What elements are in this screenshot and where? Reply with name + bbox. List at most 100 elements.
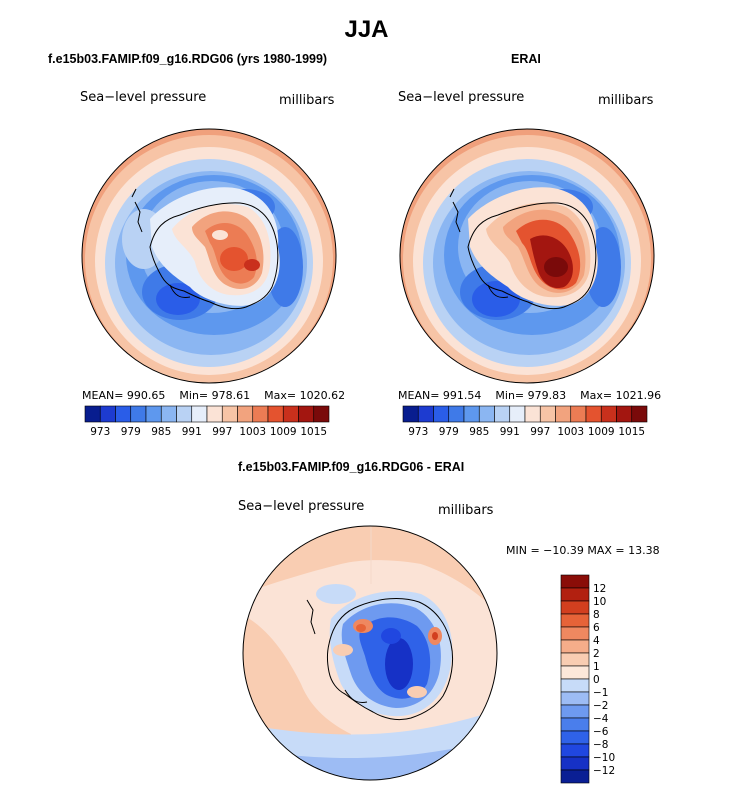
colorbar-tick-label: −1 [593, 687, 608, 699]
colorbar-swatch [600, 405, 617, 423]
colorbar-tick-label: 4 [593, 635, 600, 647]
colorbar-swatch [560, 704, 590, 719]
colorbar-tick-label: 2 [593, 648, 600, 660]
panel-1-mean: MEAN= 990.65 [82, 389, 166, 402]
colorbar-swatch [585, 405, 602, 423]
panel-1-units: millibars [279, 93, 335, 108]
colorbar-swatch [560, 717, 590, 732]
colorbar-swatch [560, 600, 590, 615]
colorbar-tick-label: 12 [593, 583, 606, 595]
colorbar-swatch [509, 405, 526, 423]
colorbar-tick-label: 985 [151, 426, 171, 438]
colorbar-swatch [237, 405, 254, 423]
colorbar-tick-label: 973 [408, 426, 428, 438]
colorbar-tick-label: −10 [593, 752, 615, 764]
colorbar-tick-label: −8 [593, 739, 608, 751]
colorbar-tick-label: 991 [182, 426, 202, 438]
panel-2-max: Max= 1021.96 [580, 389, 662, 402]
colorbar-tick-label: 991 [500, 426, 520, 438]
colorbar-swatch [130, 405, 147, 423]
colorbar-swatch [631, 405, 648, 423]
panel-1-min: Min= 978.61 [179, 389, 251, 402]
colorbar-swatch [560, 769, 590, 784]
colorbar-tick-label: −6 [593, 726, 609, 738]
colorbar-tick-label: −2 [593, 700, 608, 712]
colorbar-swatch [115, 405, 132, 423]
panel-2-min: Min= 979.83 [495, 389, 567, 402]
panel-3-title: f.e15b03.FAMIP.f09_g16.RDG06 - ERAI [238, 460, 465, 474]
panel-1-polar-map [81, 128, 337, 384]
colorbar-swatch [99, 405, 116, 423]
colorbar-swatch [560, 665, 590, 680]
colorbar-tick-label: 1003 [557, 426, 584, 438]
panel-2-colorbar: 973 979 985 991 997 1003 1009 1015 [402, 405, 648, 438]
colorbar-swatch [402, 405, 419, 423]
panel-2-polar-map [399, 128, 655, 384]
colorbar-swatch [313, 405, 330, 423]
panel-2-title: ERAI [511, 52, 541, 66]
colorbar-swatch [267, 405, 284, 423]
colorbar-swatch [160, 405, 177, 423]
panel-3-minmax: MIN = −10.39 MAX = 13.38 [506, 544, 660, 557]
colorbar-swatch [560, 639, 590, 654]
panel-3-variable: Sea−level pressure [238, 499, 365, 514]
colorbar-swatch [560, 730, 590, 745]
colorbar-swatch [539, 405, 556, 423]
colorbar-swatch [560, 587, 590, 602]
colorbar-tick-label: 6 [593, 622, 600, 634]
colorbar-tick-label: 997 [212, 426, 232, 438]
colorbar-tick-label: 10 [593, 596, 606, 608]
panel-2-stats: MEAN= 991.54 Min= 979.83 Max= 1021.96 [398, 389, 661, 402]
colorbar-tick-label: 1009 [588, 426, 615, 438]
colorbar-swatch [282, 405, 299, 423]
panel-3-units: millibars [438, 503, 494, 518]
colorbar-tick-label: 8 [593, 609, 600, 621]
colorbar-swatch [176, 405, 193, 423]
panel-2-units: millibars [598, 93, 654, 108]
colorbar-tick-label: 979 [121, 426, 141, 438]
colorbar-swatch [560, 756, 590, 771]
colorbar-swatch [448, 405, 465, 423]
colorbar-swatch [555, 405, 572, 423]
colorbar-swatch [206, 405, 223, 423]
panel-3-polar-map [242, 525, 498, 781]
colorbar-tick-label: 1015 [300, 426, 327, 438]
colorbar-swatch [570, 405, 587, 423]
colorbar-tick-label: −4 [593, 713, 609, 725]
colorbar-swatch [560, 613, 590, 628]
panel-1-variable: Sea−level pressure [80, 90, 207, 105]
colorbar-tick-label: 0 [593, 674, 600, 686]
colorbar-swatch [524, 405, 541, 423]
colorbar-swatch [191, 405, 208, 423]
colorbar-swatch [478, 405, 495, 423]
colorbar-tick-label: 1009 [270, 426, 297, 438]
colorbar-swatch [145, 405, 162, 423]
colorbar-tick-label: 979 [439, 426, 459, 438]
figure-title: JJA [344, 16, 389, 43]
colorbar-swatch [560, 678, 590, 693]
colorbar-swatch [417, 405, 434, 423]
colorbar-tick-label: 1015 [618, 426, 645, 438]
panel-1-stats: MEAN= 990.65 Min= 978.61 Max= 1020.62 [82, 389, 345, 402]
colorbar-tick-label: 1 [593, 661, 600, 673]
colorbar-tick-label: 997 [530, 426, 550, 438]
colorbar-tick-label: 985 [469, 426, 489, 438]
colorbar-swatch [252, 405, 269, 423]
colorbar-tick-label: 973 [90, 426, 110, 438]
colorbar-swatch [463, 405, 480, 423]
colorbar-swatch [560, 652, 590, 667]
colorbar-swatch [560, 574, 590, 589]
colorbar-swatch [298, 405, 315, 423]
colorbar-swatch [616, 405, 633, 423]
map-boundary [81, 128, 337, 384]
panel-1-title: f.e15b03.FAMIP.f09_g16.RDG06 (yrs 1980-1… [48, 52, 328, 66]
panel-1-colorbar: 973 979 985 991 997 1003 1009 1015 [84, 405, 330, 438]
colorbar-swatch [560, 691, 590, 706]
panel-2-mean: MEAN= 991.54 [398, 389, 482, 402]
panel-1-max: Max= 1020.62 [264, 389, 346, 402]
colorbar-swatch [433, 405, 450, 423]
colorbar-swatch [221, 405, 238, 423]
colorbar-tick-label: −12 [593, 765, 615, 777]
colorbar-swatch [494, 405, 511, 423]
